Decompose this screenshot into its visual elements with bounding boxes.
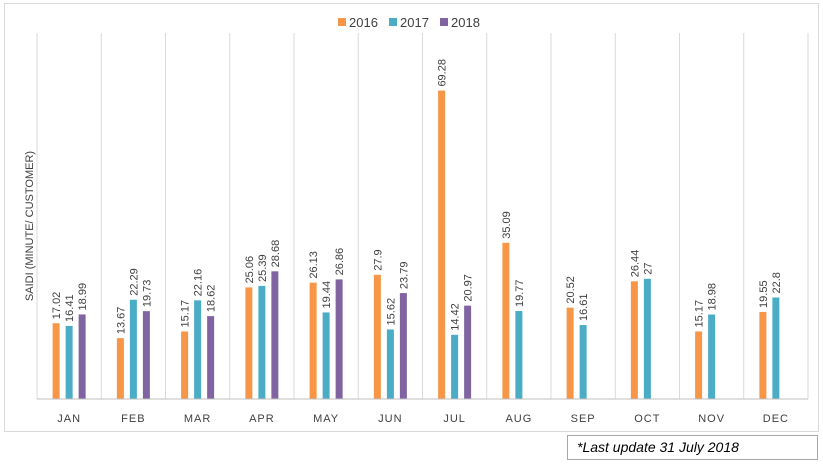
data-label: 20.97 (463, 274, 475, 302)
data-label: 19.77 (514, 279, 526, 307)
x-tick-label: SEP (571, 413, 596, 425)
data-label: 27 (642, 263, 654, 275)
data-label: 18.99 (77, 283, 89, 311)
data-label: 13.67 (115, 307, 127, 335)
bar-2016-feb (116, 338, 124, 399)
data-label: 17.02 (51, 292, 63, 320)
x-tick-label: FEB (121, 413, 145, 425)
legend: 2016 2017 2018 (338, 15, 480, 30)
x-tick-label: JAN (57, 413, 81, 425)
bar-2017-may (322, 312, 330, 399)
data-label: 22.16 (193, 269, 205, 297)
bar-2016-nov (695, 331, 703, 399)
legend-swatch (440, 18, 448, 26)
bar-2017-jan (65, 325, 73, 399)
x-tick-label: OCT (634, 413, 660, 425)
data-label: 18.98 (707, 283, 719, 311)
data-label: 26.86 (334, 248, 346, 276)
bar-2017-feb (129, 299, 137, 399)
bar-2018-feb (142, 311, 150, 399)
x-tick-label: JUN (378, 413, 402, 425)
data-label: 15.17 (694, 300, 706, 328)
data-label: 25.39 (257, 254, 269, 282)
bar-2018-apr (271, 271, 279, 399)
legend-label: 2018 (451, 15, 480, 30)
last-update-note: *Last update 31 July 2018 (567, 435, 818, 460)
data-label: 14.42 (450, 303, 462, 331)
data-label: 28.68 (270, 240, 282, 268)
data-label: 25.06 (244, 256, 256, 284)
bar-2016-mar (181, 331, 189, 399)
data-label: 15.17 (180, 300, 192, 328)
bar-2018-jan (78, 314, 86, 399)
bar-2018-jul (464, 305, 472, 399)
data-label: 18.62 (206, 285, 218, 313)
legend-label: 2017 (400, 15, 429, 30)
x-tick-label: DEC (763, 413, 789, 425)
x-tick-label: MAY (313, 413, 339, 425)
bar-2018-may (335, 279, 343, 399)
legend-swatch (389, 18, 397, 26)
bar-2018-jun (399, 293, 407, 399)
bar-2016-sep (566, 307, 574, 399)
x-tick-label: NOV (698, 413, 725, 425)
data-label: 22.8 (771, 272, 783, 293)
x-tick-label: MAR (184, 413, 211, 425)
bar-2017-jul (451, 334, 459, 399)
data-label: 23.79 (398, 262, 410, 290)
bar-2017-sep (579, 325, 587, 399)
bar-chart: 2016 2017 2018 SAIDI (MINUTE/ CUSTOMER) 17… (24, 15, 809, 425)
bar-2016-jul (438, 90, 446, 399)
bar-2016-jan (52, 323, 60, 399)
bar-2017-mar (194, 300, 202, 399)
bar-2017-aug (515, 310, 523, 399)
bar-2017-oct (643, 278, 651, 399)
data-label: 15.62 (385, 298, 397, 326)
bar-2017-dec (772, 297, 780, 399)
data-label: 19.44 (321, 281, 333, 309)
data-label: 26.13 (308, 251, 320, 279)
data-label: 26.44 (629, 250, 641, 278)
data-label: 19.73 (141, 280, 153, 308)
data-label: 16.41 (64, 294, 76, 322)
data-label: 22.29 (128, 268, 140, 296)
data-label: 35.09 (501, 211, 513, 239)
bars (52, 90, 780, 399)
data-label: 27.9 (372, 249, 384, 270)
data-label: 16.61 (578, 294, 590, 322)
bar-2016-dec (759, 311, 767, 399)
data-label: 20.52 (565, 276, 577, 304)
bar-2017-nov (708, 314, 716, 399)
x-tick-label: JUL (443, 413, 466, 425)
bar-2016-may (309, 282, 317, 399)
y-axis-title: SAIDI (MINUTE/ CUSTOMER) (24, 151, 36, 301)
data-label: 69.28 (437, 59, 449, 87)
chart-area: 2016 2017 2018 SAIDI (MINUTE/ CUSTOMER) 17… (4, 3, 819, 432)
x-tick-label: AUG (505, 413, 532, 425)
bar-2017-apr (258, 285, 266, 399)
x-axis-tick-labels: JAN FEB MAR APR MAY JUN JUL AUG SEP OCT NOV DEC (57, 413, 789, 425)
x-tick-label: APR (249, 413, 275, 425)
bar-2017-jun (386, 329, 394, 399)
legend-swatch (338, 18, 346, 26)
bar-2018-mar (207, 316, 215, 399)
data-label: 19.55 (758, 280, 770, 308)
category-separators (36, 33, 809, 399)
bar-2016-oct (630, 281, 638, 399)
bar-2016-jun (373, 274, 381, 399)
bar-2016-apr (245, 287, 253, 399)
bar-2016-aug (502, 242, 510, 399)
legend-label: 2016 (349, 15, 378, 30)
